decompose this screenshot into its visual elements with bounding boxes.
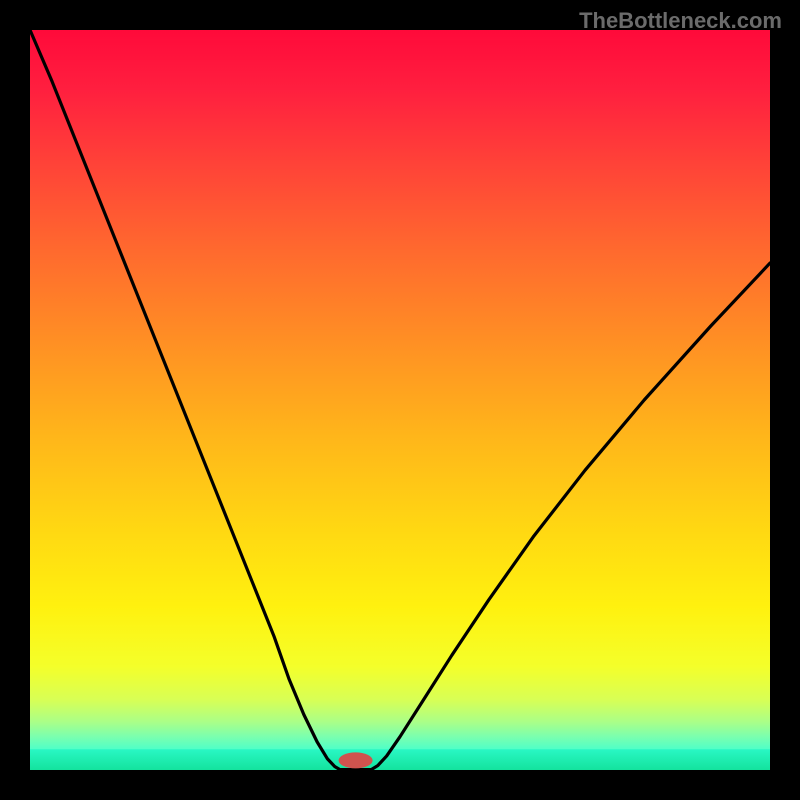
plot-area xyxy=(30,30,770,770)
optimum-marker xyxy=(339,752,373,768)
chart-stage: TheBottleneck.com xyxy=(0,0,800,800)
watermark-text: TheBottleneck.com xyxy=(579,8,782,34)
gradient-background xyxy=(30,30,770,770)
green-band xyxy=(30,749,770,770)
chart-svg xyxy=(30,30,770,770)
